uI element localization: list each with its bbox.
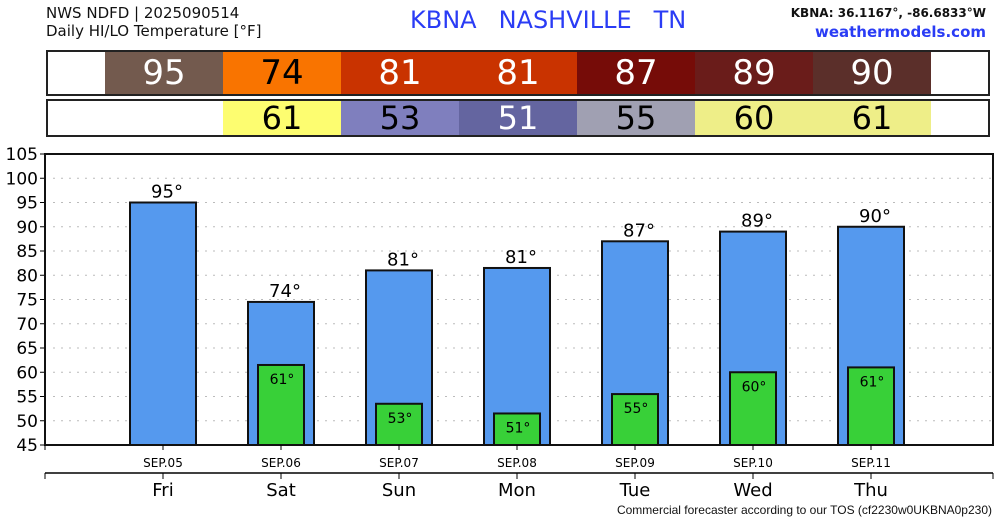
high-label: 89°	[741, 211, 773, 232]
low-bar	[847, 366, 895, 446]
high-label: 81°	[387, 249, 419, 270]
y-tick-label: 75	[16, 291, 38, 311]
low-bar	[611, 393, 659, 446]
high-label: 74°	[269, 281, 301, 302]
high-temp-strip: 95 74 81 81 87 89 90	[46, 50, 990, 96]
y-tick-label: 95	[16, 194, 38, 214]
chart-title: Daily HI/LO Temperature [°F]	[46, 22, 262, 40]
low-label: 61°	[270, 372, 295, 388]
lo_strip-cell: 55	[577, 99, 695, 137]
y-tick-label: 65	[16, 339, 38, 359]
high-label: 87°	[623, 220, 655, 241]
y-tick-label: 50	[16, 412, 38, 432]
low-bar	[375, 402, 423, 446]
day-label: Wed	[733, 480, 772, 500]
y-tick-label: 60	[16, 363, 38, 383]
date-label: SEP.09	[615, 456, 655, 470]
low-label: 51°	[506, 420, 531, 436]
low-label: 55°	[624, 401, 649, 417]
date-label: SEP.08	[497, 456, 537, 470]
low-temp-strip: 61 53 51 55 60 61	[46, 99, 990, 137]
lo_strip-cell: 61	[223, 99, 341, 137]
high-bar	[129, 201, 197, 446]
date-label: SEP.10	[733, 456, 773, 470]
hi_strip-cell: 89	[695, 52, 813, 94]
high-label: 95°	[151, 182, 183, 203]
y-tick-label: 105	[6, 145, 38, 165]
station-coords: KBNA: 36.1167°, -86.6833°W	[790, 6, 986, 20]
date-label: SEP.06	[261, 456, 301, 470]
station-city: NASHVILLE	[498, 6, 632, 34]
low-label: 60°	[742, 379, 767, 395]
hi_strip-cell: 87	[577, 52, 695, 94]
y-tick-label: 100	[6, 169, 38, 189]
model-run-label: NWS NDFD | 2025090514	[46, 4, 240, 22]
date-label: SEP.11	[851, 456, 891, 470]
hi_strip-cell: 81	[341, 52, 459, 94]
y-tick-label: 55	[16, 388, 38, 408]
y-tick-label: 90	[16, 218, 38, 238]
lo_strip-cell: 61	[813, 99, 931, 137]
date-label: SEP.07	[379, 456, 419, 470]
low-label: 53°	[388, 411, 413, 427]
lo_strip-cell: 60	[695, 99, 813, 137]
day-label: Sun	[382, 480, 416, 500]
lo_strip-cell: 51	[459, 99, 577, 137]
hi_strip-cell: 81	[459, 52, 577, 94]
day-label: Tue	[619, 480, 651, 500]
hi_strip-cell: 90	[813, 52, 931, 94]
footer-note: Commercial forecaster according to our T…	[616, 503, 992, 517]
station-title: KBNA NASHVILLE TN	[410, 6, 708, 34]
day-label: Fri	[152, 480, 173, 500]
chart-header: NWS NDFD | 2025090514 Daily HI/LO Temper…	[46, 4, 262, 40]
low-label: 61°	[860, 374, 885, 390]
hi_strip-cell: 74	[223, 52, 341, 94]
low-bar	[729, 371, 777, 446]
temperature-chart: 45 50 55 60 65 70 75 80 85 90 95 100 105 95° SEP.05 Fri…	[6, 145, 994, 500]
high-label: 81°	[505, 247, 537, 268]
date-label: SEP.05	[143, 456, 183, 470]
y-tick-label: 80	[16, 266, 38, 286]
y-tick-label: 85	[16, 242, 38, 262]
high-label: 90°	[859, 206, 891, 227]
y-tick-label: 70	[16, 315, 38, 335]
day-label: Mon	[498, 480, 536, 500]
lo_strip-cell: 53	[341, 99, 459, 137]
day-label: Thu	[853, 480, 888, 500]
y-tick-label: 45	[16, 436, 38, 456]
low-bar	[493, 412, 541, 447]
station-id: KBNA	[410, 6, 477, 34]
hi_strip-cell: 95	[105, 52, 223, 94]
station-state: TN	[653, 6, 687, 34]
site-link[interactable]: weathermodels.com	[814, 23, 986, 41]
day-label: Sat	[266, 480, 296, 500]
